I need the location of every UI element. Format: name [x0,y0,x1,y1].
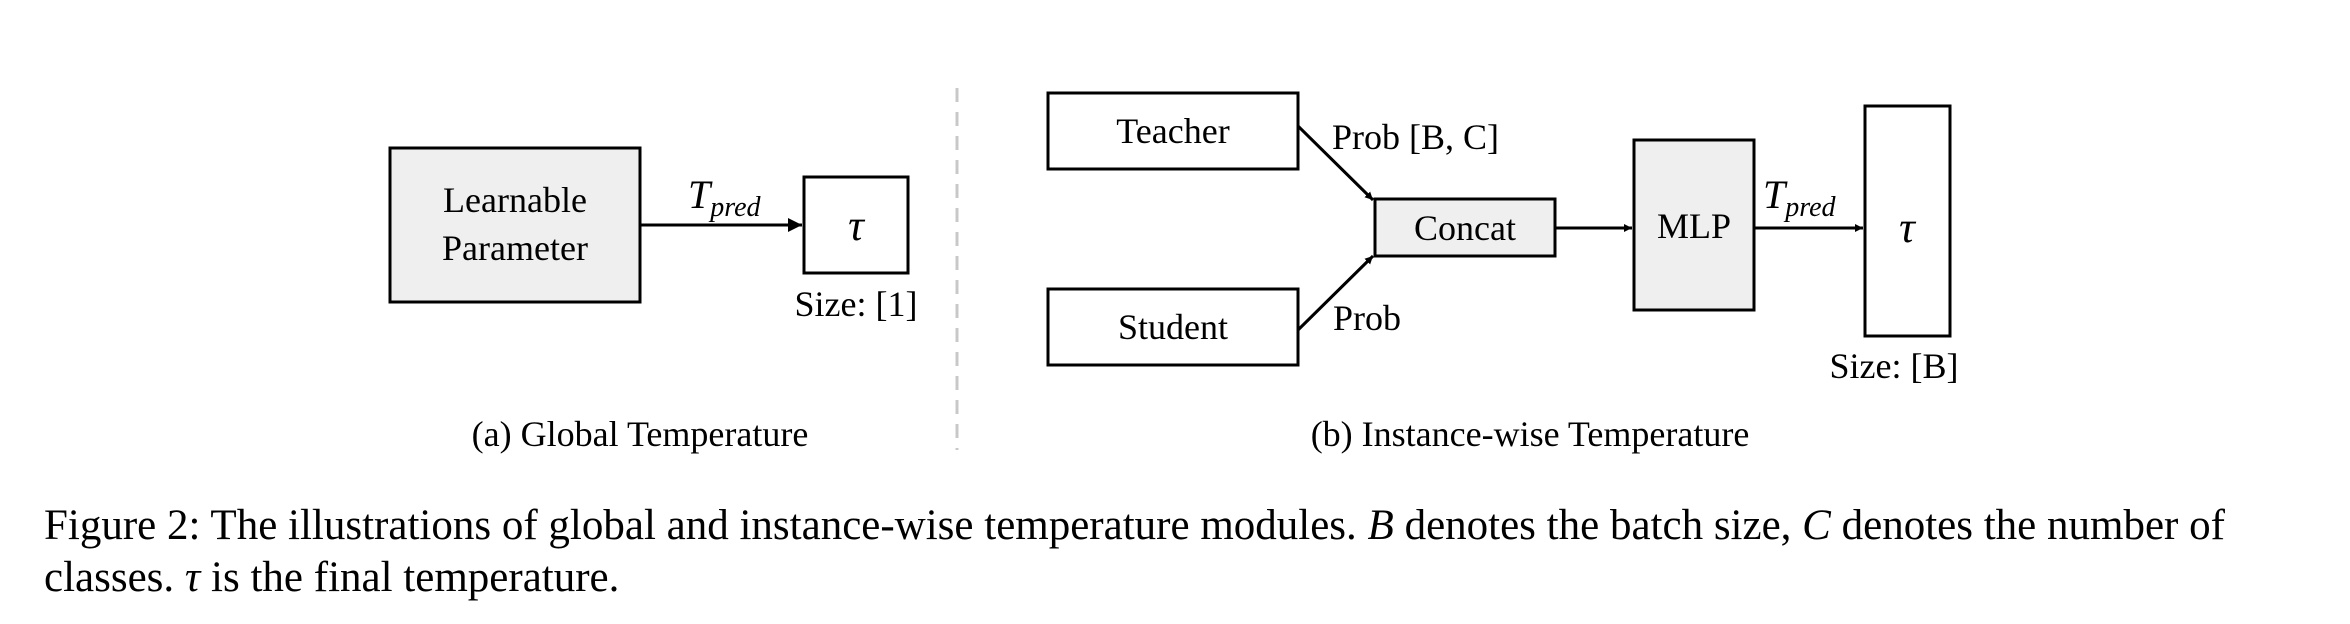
caption-mid1: denotes the batch size, [1393,502,1803,549]
teacher-edge-label: Prob [B, C] [1332,117,1499,157]
mlp-label: MLP [1657,206,1731,246]
caption-suffix: is the final temperature. [200,554,620,601]
figure-caption: Figure 2: The illustrations of global an… [44,500,2314,604]
student-label: Student [1118,307,1228,347]
tpred-label-a: Tpred [688,172,762,223]
caption-var-tau: τ [184,554,201,601]
tpred-label-a-sub: pred [708,192,761,223]
student-to-concat-arrow [1296,254,1375,332]
caption-var-c: C [1802,502,1831,549]
teacher-label: Teacher [1116,111,1229,151]
teacher-box [1046,91,1300,171]
learnable-parameter-box [388,146,642,304]
tpred-label-b-sub: pred [1783,192,1836,223]
concat-label: Concat [1414,208,1516,248]
mlp-box [1632,138,1756,312]
size-label-a: Size: [1] [795,284,918,324]
size-label-b: Size: [B] [1830,346,1959,386]
learnable-parameter-label-line1: Learnable [443,180,587,220]
tau-symbol-b: τ [1899,203,1917,252]
caption-mid2: denotes the number of classes. [44,502,2225,601]
panel-b-subtitle: (b) Instance-wise Temperature [1311,414,1750,454]
panel-a-subtitle: (a) Global Temperature [472,414,809,454]
learnable-parameter-label-line2: Parameter [442,228,588,268]
tau-box-b [1863,104,1952,338]
student-box [1046,287,1300,367]
tau-symbol-a: τ [848,201,866,250]
tpred-label-a-main: T [688,172,713,217]
caption-var-b: B [1367,502,1394,549]
student-edge-label: Prob [1333,298,1401,338]
diagram: Learnable Parameter Tpred τ Size: [1] (a… [388,88,1959,454]
tau-box-a [802,175,910,275]
caption-prefix: Figure 2: The illustrations of global an… [44,502,1368,549]
concat-box [1373,197,1557,258]
panel-a-global-temperature: Learnable Parameter Tpred τ Size: [1] (a… [388,146,918,454]
teacher-to-concat-arrow [1296,124,1375,202]
panel-b-instance-wise-temperature: Teacher Student Prob [B, C] Prob Concat … [1046,91,1959,454]
tpred-label-b-main: T [1763,172,1788,217]
tpred-label-b: Tpred [1763,172,1837,223]
